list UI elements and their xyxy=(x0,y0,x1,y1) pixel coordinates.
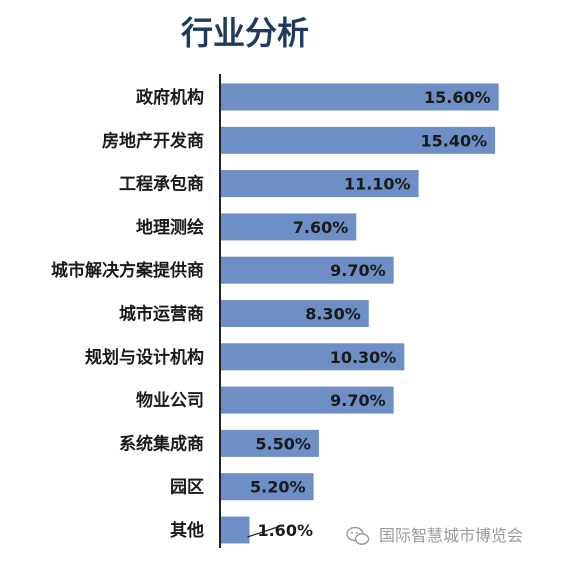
value-label: 5.20% xyxy=(250,478,306,497)
value-label: 1.60% xyxy=(257,521,313,540)
value-label: 9.70% xyxy=(330,261,386,280)
category-label: 其他 xyxy=(170,520,204,541)
bar-group: 政府机构 15.60% 房地产开发商 15.40% 工程承包商 11.10% 地理测绘 7.6… xyxy=(51,83,499,544)
category-label: 系统集成商 xyxy=(119,433,204,454)
value-label: 9.70% xyxy=(330,391,386,410)
bar xyxy=(221,473,314,501)
value-label: 8.30% xyxy=(305,305,361,324)
category-label: 物业公司 xyxy=(136,390,204,411)
bar xyxy=(221,343,405,371)
value-label: 15.60% xyxy=(424,88,491,107)
bar xyxy=(221,300,369,327)
watermark: 国际智慧城市博览会 xyxy=(346,526,523,545)
bar xyxy=(221,126,496,154)
value-label: 15.40% xyxy=(420,131,487,150)
category-label: 工程承包商 xyxy=(119,174,204,195)
bar xyxy=(221,256,394,284)
value-label: 5.50% xyxy=(255,434,311,453)
category-label: 规划与设计机构 xyxy=(85,347,204,368)
bar xyxy=(221,516,250,544)
wechat-icon xyxy=(346,526,370,545)
watermark-text: 国际智慧城市博览会 xyxy=(379,526,523,545)
category-label: 政府机构 xyxy=(136,87,204,108)
bar xyxy=(221,429,319,457)
category-label: 地理测绘 xyxy=(136,217,204,238)
chart-title: 行业分析 xyxy=(181,14,309,52)
bar xyxy=(221,213,357,241)
bar xyxy=(221,170,419,198)
leader-line xyxy=(247,524,284,538)
value-label: 11.10% xyxy=(344,175,411,194)
category-label: 城市运营商 xyxy=(119,304,204,325)
category-label: 城市解决方案提供商 xyxy=(51,260,204,281)
bar xyxy=(221,83,499,111)
value-label: 7.60% xyxy=(293,218,349,237)
category-label: 房地产开发商 xyxy=(102,130,204,151)
category-label: 园区 xyxy=(170,478,204,498)
value-label: 10.30% xyxy=(330,348,397,367)
bar xyxy=(221,386,394,414)
